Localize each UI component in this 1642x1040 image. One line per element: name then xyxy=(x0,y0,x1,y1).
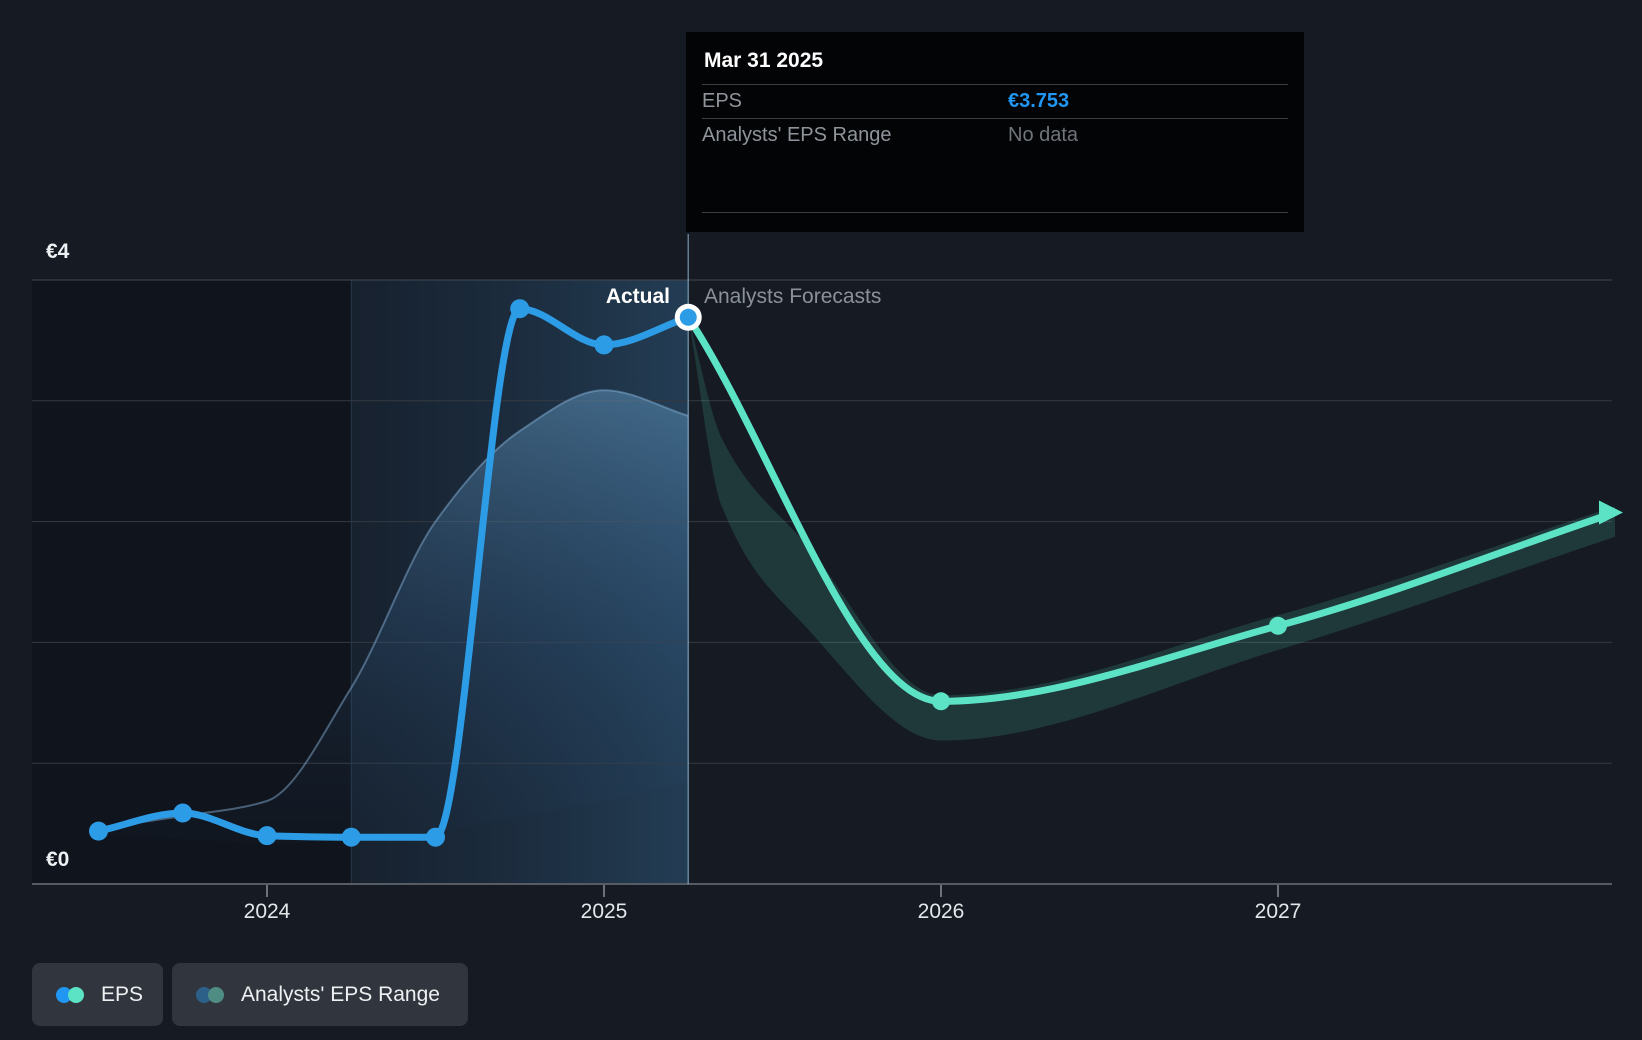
tooltip-divider xyxy=(702,84,1288,85)
eps-teal-dot-icon xyxy=(68,986,84,1003)
x-axis-tick-label: 2026 xyxy=(918,900,965,923)
tooltip-eps-value: €3.753 xyxy=(1008,90,1070,112)
legend-eps-label: EPS xyxy=(101,982,144,1006)
actual-label: Actual xyxy=(606,285,670,308)
tooltip-eps-label: EPS xyxy=(702,90,743,112)
x-axis-tick-label: 2027 xyxy=(1255,900,1302,923)
y-axis-label-top: €4 xyxy=(46,240,70,263)
tooltip-date: Mar 31 2025 xyxy=(704,49,824,72)
forecast-point[interactable] xyxy=(932,692,950,711)
tooltip-spacer xyxy=(702,152,1288,212)
tooltip: Mar 31 2025 EPS €3.753 Analysts' EPS Ran… xyxy=(686,32,1304,232)
forecast-label: Analysts Forecasts xyxy=(704,285,881,308)
y-axis-label-bottom: €0 xyxy=(46,848,69,871)
analysts-eps-range-band xyxy=(688,317,1615,741)
eps-point[interactable] xyxy=(257,826,277,846)
tooltip-row-eps: EPS €3.753 xyxy=(702,85,1288,118)
tooltip-range-value: No data xyxy=(1008,124,1079,146)
tooltip-bottom-divider xyxy=(702,212,1288,213)
x-axis-tick-label: 2024 xyxy=(244,900,291,923)
eps-point[interactable] xyxy=(173,803,193,823)
x-axis-tick-label: 2025 xyxy=(581,900,628,923)
legend-range-toggle[interactable]: Analysts' EPS Range xyxy=(172,963,468,1026)
tooltip-range-label: Analysts' EPS Range xyxy=(702,124,892,146)
forecast-arrow-icon xyxy=(1599,500,1623,525)
eps-point[interactable] xyxy=(89,821,108,841)
eps-point[interactable] xyxy=(510,299,530,319)
eps-point[interactable] xyxy=(341,827,361,847)
forecast-point[interactable] xyxy=(1269,616,1287,635)
forecast-line xyxy=(684,313,1619,705)
range-teal-dot-icon xyxy=(208,986,224,1003)
plot-area[interactable]: 2024 2025 2026 2027 xyxy=(32,234,1623,923)
legend-range-label: Analysts' EPS Range xyxy=(241,982,440,1006)
eps-point[interactable] xyxy=(426,827,445,847)
legend-eps-toggle[interactable]: EPS xyxy=(32,963,163,1026)
range-legend-dots-icon xyxy=(196,986,224,1003)
past-estimate-band xyxy=(98,390,689,844)
eps-point[interactable] xyxy=(594,335,614,355)
eps-legend-dots-icon xyxy=(56,986,84,1003)
tooltip-divider xyxy=(702,118,1288,119)
selected-point[interactable] xyxy=(679,308,697,326)
tooltip-row-range: Analysts' EPS Range No data xyxy=(702,119,1288,152)
